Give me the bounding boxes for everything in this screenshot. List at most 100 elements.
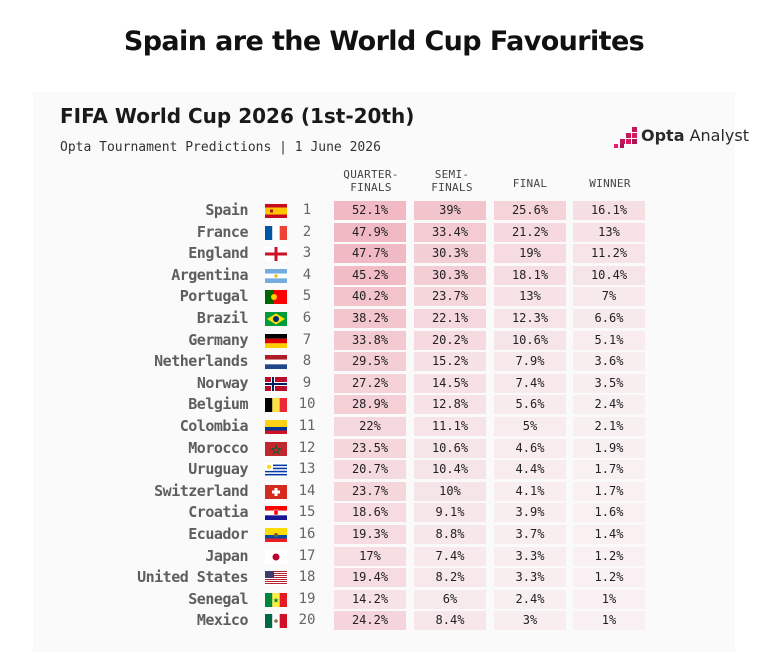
team-rank: 19 (298, 590, 316, 607)
team-rank: 10 (298, 396, 316, 413)
probability-cell: 7.9% (494, 352, 566, 372)
team-rank: 6 (302, 310, 312, 326)
probability-cell: 1% (573, 589, 645, 609)
table-row: Belgium 10 28.9% 12.8% 5.6% 2.4% (0, 394, 768, 415)
table-row: England 3 47.7% 30.3% 19% 11.2% (0, 243, 768, 264)
team-rank: 16 (298, 526, 316, 542)
portugal-flag-icon (265, 290, 287, 305)
probability-cell: 1.4% (573, 525, 645, 544)
probability-cell: 1.6% (573, 503, 645, 523)
probability-cell: 52.1% (334, 201, 406, 220)
probability-cell: 3.5% (573, 373, 645, 393)
probability-cell: 1.2% (573, 568, 645, 588)
table-row: Germany 7 33.8% 20.2% 10.6% 5.1% (0, 330, 768, 351)
team-name: Morocco (188, 438, 248, 457)
team-rank: 3 (302, 245, 312, 262)
probability-cell: 9.1% (414, 503, 486, 523)
team-rank: 14 (298, 482, 316, 499)
team-name: England (188, 244, 248, 263)
probability-cell: 13% (573, 222, 645, 242)
probability-cell: 30.3% (414, 265, 486, 285)
team-name: Brazil (196, 309, 249, 327)
probability-cell: 8.8% (414, 525, 486, 544)
probability-cell: 30.3% (414, 244, 486, 264)
table-row: Spain 1 52.1% 39% 25.6% 16.1% (0, 200, 768, 221)
table-subtitle: Opta Tournament Predictions | 1 June 202… (60, 140, 381, 155)
team-rank: 13 (298, 461, 316, 478)
column-header-line1: FINAL (512, 177, 548, 190)
column-header-line1: SEMI- (434, 168, 470, 181)
column-header-line2: FINALS (431, 181, 473, 194)
probability-cell: 10.6% (414, 438, 486, 458)
probability-cell: 25.6% (494, 201, 566, 220)
probability-cell: 7.4% (494, 373, 566, 393)
france-flag-icon (265, 225, 287, 240)
probability-cell: 33.8% (334, 330, 406, 350)
probability-cell: 22.1% (414, 309, 486, 328)
team-rank: 15 (298, 504, 316, 521)
team-name: Belgium (188, 395, 248, 414)
probability-cell: 23.5% (334, 438, 406, 458)
team-name: France (196, 222, 249, 241)
probability-cell: 3.6% (573, 352, 645, 372)
probability-cell: 3.3% (494, 546, 566, 566)
column-header-winner: WINNER (573, 177, 647, 190)
team-name: Norway (196, 373, 249, 392)
mexico-flag-icon (265, 614, 287, 629)
spain-flag-icon (265, 204, 287, 218)
column-header-quarter-finals: QUARTER- FINALS (334, 168, 408, 194)
team-name: Switzerland (154, 481, 248, 500)
probability-cell: 3.7% (494, 525, 566, 544)
table-row: Portugal 5 40.2% 23.7% 13% 7% (0, 286, 768, 307)
probability-cell: 18.1% (494, 265, 566, 285)
column-header-line1: QUARTER- (343, 168, 399, 181)
table-row: Colombia 11 22% 11.1% 5% 2.1% (0, 416, 768, 437)
probability-cell: 20.7% (334, 460, 406, 480)
table-row: Brazil 6 38.2% 22.1% 12.3% 6.6% (0, 308, 768, 329)
probability-cell: 29.5% (334, 352, 406, 372)
probability-cell: 1% (573, 611, 645, 631)
table-row: Argentina 4 45.2% 30.3% 18.1% 10.4% (0, 265, 768, 286)
team-rank: 18 (298, 569, 316, 586)
team-rank: 1 (302, 202, 312, 218)
team-rank: 12 (298, 439, 316, 456)
probability-cell: 1.7% (573, 481, 645, 501)
logo-product: Analyst (689, 126, 750, 145)
probability-cell: 2.4% (573, 395, 645, 415)
probability-cell: 10% (414, 481, 486, 501)
probability-cell: 4.4% (494, 460, 566, 480)
morocco-flag-icon (265, 441, 287, 456)
netherlands-flag-icon (265, 355, 287, 370)
probability-cell: 47.9% (334, 222, 406, 242)
team-rank: 17 (298, 547, 316, 564)
team-rank: 4 (302, 266, 312, 283)
probability-cell: 11.2% (573, 244, 645, 264)
probability-cell: 13% (494, 287, 566, 307)
probability-cell: 47.7% (334, 244, 406, 264)
probability-cell: 23.7% (334, 481, 406, 501)
logo-brand: Opta (641, 126, 685, 145)
column-header-line1: WINNER (589, 177, 631, 190)
probability-cell: 2.1% (573, 417, 645, 436)
probability-cell: 6% (414, 589, 486, 609)
team-name: Colombia (179, 417, 249, 435)
column-header-final: FINAL (493, 177, 567, 190)
team-name: Germany (188, 330, 248, 349)
probability-cell: 1.2% (573, 546, 645, 566)
probability-cell: 18.6% (334, 503, 406, 523)
table-row: Senegal 19 14.2% 6% 2.4% 1% (0, 589, 768, 610)
probability-cell: 6.6% (573, 309, 645, 328)
probability-cell: 3.9% (494, 503, 566, 523)
probability-cell: 12.3% (494, 309, 566, 328)
probability-cell: 24.2% (334, 611, 406, 631)
uruguay-flag-icon (265, 463, 287, 478)
column-header-semi-finals: SEMI- FINALS (415, 168, 489, 194)
colombia-flag-icon (265, 420, 287, 434)
table-row: France 2 47.9% 33.4% 21.2% 13% (0, 222, 768, 243)
team-name: Uruguay (188, 460, 248, 479)
norway-flag-icon (265, 376, 287, 391)
team-rank: 20 (298, 612, 316, 629)
probability-cell: 16.1% (573, 201, 645, 220)
probability-cell: 45.2% (334, 265, 406, 285)
team-rank: 9 (302, 374, 312, 391)
